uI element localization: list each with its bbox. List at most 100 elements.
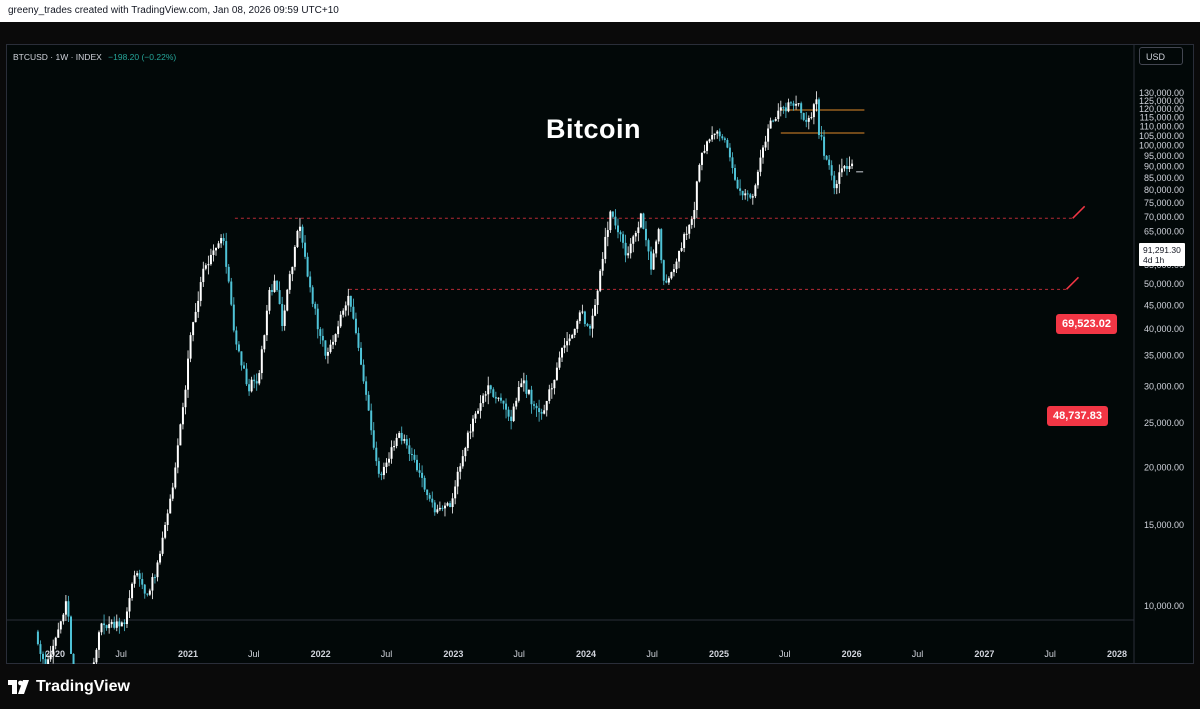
- candle-body: [103, 623, 106, 626]
- x-tick-label: 2028: [1107, 649, 1127, 659]
- x-tick-label: Jul: [248, 649, 260, 659]
- candle-body: [166, 513, 169, 525]
- currency-button[interactable]: USD: [1139, 47, 1183, 65]
- candle-body: [670, 272, 673, 279]
- candle-body: [215, 247, 218, 251]
- candle-body: [619, 232, 622, 235]
- candle-body: [118, 621, 121, 627]
- candle-body: [222, 238, 225, 242]
- candle-body: [367, 394, 370, 411]
- candle-body: [851, 163, 854, 167]
- candle-body: [125, 611, 128, 625]
- candle-body: [471, 418, 474, 432]
- y-tick-label: 85,000.00: [1144, 173, 1184, 183]
- candle-body: [482, 395, 485, 404]
- chart-frame[interactable]: [6, 44, 1194, 664]
- candle-body: [614, 216, 617, 226]
- y-tick-label: 95,000.00: [1144, 151, 1184, 161]
- candle-body: [319, 329, 322, 336]
- candle-body: [69, 616, 72, 654]
- candle-body: [421, 472, 424, 478]
- candle-body: [100, 623, 103, 633]
- level-label-upper[interactable]: 69,523.02: [1056, 314, 1117, 334]
- x-tick-label: 2024: [576, 649, 596, 659]
- candle-body: [44, 659, 47, 669]
- candle-body: [823, 136, 826, 156]
- candle-body: [840, 168, 843, 173]
- candle-body: [347, 295, 350, 306]
- current-price-value: 91,291.30: [1143, 245, 1181, 255]
- candle-body: [489, 385, 492, 390]
- candle-body: [370, 410, 373, 431]
- candle-body: [281, 304, 284, 326]
- candle-body: [217, 243, 220, 248]
- candle-body: [57, 629, 60, 638]
- y-tick-label: 110,000.00: [1140, 122, 1184, 132]
- candle-body: [502, 400, 505, 404]
- current-price-label: 91,291.30 4d 1h: [1139, 243, 1185, 266]
- y-tick-label: 105,000.00: [1139, 131, 1184, 141]
- candle-body: [398, 432, 401, 438]
- candle-body: [342, 310, 345, 315]
- candle-body: [505, 403, 508, 410]
- candle-body: [296, 230, 299, 247]
- candle-body: [293, 246, 296, 267]
- level-label-connector: [1065, 276, 1080, 290]
- candle-body: [767, 128, 770, 142]
- candle-body: [553, 379, 556, 389]
- candle-body: [477, 410, 480, 414]
- candle-body: [698, 164, 701, 182]
- candle-body: [301, 226, 304, 243]
- candle-body: [678, 250, 681, 262]
- candle-body: [164, 524, 167, 538]
- candle-body: [207, 264, 210, 266]
- candle-body: [558, 357, 561, 368]
- y-tick-label: 45,000.00: [1144, 300, 1184, 310]
- candle-body: [637, 227, 640, 234]
- candle-body: [242, 365, 245, 369]
- candle-body: [461, 456, 464, 467]
- candle-body: [527, 389, 530, 394]
- symbol-legend[interactable]: BTCUSD · 1W · INDEX −198.20 (−0.22%): [13, 52, 176, 62]
- candle-body: [609, 211, 612, 231]
- candle-body: [159, 553, 162, 563]
- candle-body: [723, 138, 726, 141]
- candle-body: [721, 136, 724, 139]
- candle-body: [143, 584, 146, 594]
- attribution-header: greeny_trades created with TradingView.c…: [0, 0, 1200, 22]
- candle-body: [449, 503, 452, 508]
- tradingview-logo[interactable]: TradingView: [8, 678, 130, 696]
- candle-body: [59, 621, 62, 630]
- candle-body: [156, 562, 159, 578]
- y-tick-label: 50,000.00: [1144, 279, 1184, 289]
- candle-body: [187, 358, 190, 390]
- candle-body: [181, 407, 184, 425]
- candle-body: [484, 394, 487, 396]
- candle-body: [571, 334, 574, 339]
- candle-body: [245, 368, 248, 385]
- candle-body: [515, 400, 518, 407]
- candle-body: [807, 118, 810, 122]
- symbol-name[interactable]: BTCUSD · 1W · INDEX: [13, 52, 102, 62]
- candle-body: [746, 193, 749, 195]
- candle-body: [161, 537, 164, 554]
- candle-body: [769, 120, 772, 129]
- candle-body: [151, 577, 154, 591]
- candle-body: [817, 99, 820, 136]
- candle-body: [273, 280, 276, 292]
- candle-body: [708, 139, 711, 142]
- candle-body: [339, 314, 342, 327]
- candle-body: [204, 265, 207, 269]
- candle-body: [672, 269, 675, 273]
- candle-body: [581, 311, 584, 313]
- candle-body: [375, 447, 378, 462]
- candle-body: [133, 575, 136, 584]
- candle-body: [418, 470, 421, 473]
- level-label-lower[interactable]: 48,737.83: [1047, 406, 1108, 426]
- candle-body: [774, 118, 777, 121]
- candle-body: [833, 175, 836, 189]
- candle-body: [377, 461, 380, 474]
- candle-body: [431, 498, 434, 503]
- tradingview-logo-icon: [8, 680, 29, 694]
